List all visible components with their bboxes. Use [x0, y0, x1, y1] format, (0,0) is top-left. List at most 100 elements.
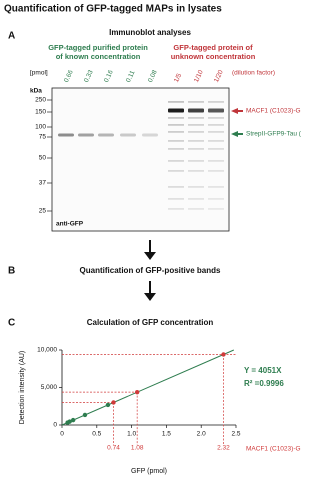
lane-label: 0.66: [63, 69, 75, 84]
target-label: StrepII-GFP9-Tau (0N 3R): [246, 131, 301, 138]
target-arrow: [231, 131, 243, 137]
band: [188, 140, 204, 142]
band: [168, 117, 184, 119]
band: [208, 148, 224, 150]
band: [78, 133, 94, 137]
y-tick-label: 0: [53, 422, 57, 429]
x-tick-label: 1.0: [127, 431, 136, 438]
y-tick-label: 10,000: [37, 347, 57, 354]
panel-letter: B: [8, 266, 15, 277]
lane-label: 0.08: [147, 69, 159, 84]
band: [208, 198, 224, 200]
band: [188, 186, 204, 188]
sample-x-label: 2.32: [217, 445, 230, 452]
band: [188, 170, 204, 172]
lane-label: 1/10: [193, 69, 205, 84]
panel-title: Calculation of GFP concentration: [87, 318, 214, 327]
data-point: [67, 419, 72, 424]
x-tick-label: 0.5: [92, 431, 101, 438]
data-point: [221, 352, 226, 357]
band: [188, 148, 204, 150]
x-tick-label: 2.0: [197, 431, 206, 438]
band: [168, 170, 184, 172]
data-point: [105, 402, 111, 408]
band: [188, 208, 204, 210]
band: [188, 117, 204, 119]
x-tick-label: 1.5: [162, 431, 171, 438]
data-point: [70, 417, 76, 423]
marker-label: 25: [39, 208, 47, 215]
kda-label: kDa: [30, 88, 42, 95]
band: [168, 186, 184, 188]
band: [208, 117, 224, 119]
band: [208, 160, 224, 162]
band: [168, 108, 184, 113]
band: [208, 208, 224, 210]
lane-label: 0.16: [103, 69, 115, 84]
band: [188, 160, 204, 162]
data-point: [111, 400, 116, 405]
band: [188, 101, 204, 103]
band: [168, 101, 184, 103]
band: [208, 170, 224, 172]
marker-label: 250: [35, 97, 46, 104]
band: [168, 208, 184, 210]
marker-label: 37: [39, 180, 47, 187]
panel-title: Quantification of GFP-positive bands: [80, 266, 221, 275]
band: [188, 198, 204, 200]
sample-x-label: 0.74: [107, 445, 120, 452]
unknown-label: GFP-tagged protein of: [173, 43, 253, 52]
x-axis-title: GFP (pmol): [131, 468, 167, 475]
band: [168, 148, 184, 150]
unit-label: [pmol]: [30, 70, 48, 77]
marker-label: 100: [35, 124, 46, 131]
lane-label: 1/5: [173, 72, 183, 83]
band: [98, 133, 114, 137]
marker-label: 75: [39, 134, 47, 141]
band: [208, 140, 224, 142]
panel-letter: C: [8, 318, 15, 329]
lane-label: 0.33: [83, 69, 95, 84]
band: [168, 131, 184, 133]
dilution-label: (dilution factor): [232, 70, 275, 77]
target-arrow: [231, 108, 243, 114]
lane-label: 1/20: [213, 69, 225, 84]
band: [58, 133, 74, 137]
data-point: [134, 389, 140, 395]
lane-label: 0.11: [125, 69, 137, 83]
y-tick-label: 5,000: [41, 384, 58, 391]
band: [142, 133, 158, 137]
known-label: of known concentration: [56, 52, 141, 61]
marker-label: 150: [35, 109, 46, 116]
x-tick-label: 2.5: [231, 431, 240, 438]
band: [188, 108, 204, 113]
equation: Y = 4051X: [244, 366, 282, 375]
band: [168, 140, 184, 142]
band: [168, 198, 184, 200]
target-label: MACF1 (C1023)-GFP: [246, 108, 301, 115]
band: [208, 131, 224, 133]
fit-line: [61, 349, 235, 426]
sample-name: MACF1 (C1023)-GFP: [246, 446, 301, 453]
y-axis-title: Detection intensity (AU): [19, 351, 26, 425]
data-point: [82, 412, 88, 418]
band: [208, 186, 224, 188]
band: [120, 133, 136, 137]
equation: R² =0.9996: [244, 379, 284, 388]
flow-arrow: [144, 240, 156, 301]
band: [168, 124, 184, 126]
sample-x-label: 1.08: [131, 445, 144, 452]
band: [168, 160, 184, 162]
band: [208, 124, 224, 126]
marker-label: 50: [39, 155, 47, 162]
band: [188, 131, 204, 133]
antibody-label: anti-GFP: [56, 221, 84, 228]
band: [208, 108, 224, 113]
panel-letter: A: [8, 31, 15, 42]
band: [188, 124, 204, 126]
unknown-label: unknown concentration: [171, 52, 256, 61]
x-tick-label: 0: [60, 431, 64, 438]
figure: Quantification of GFP-tagged MAPs in lys…: [4, 4, 301, 475]
panel-title: Immunoblot analyses: [109, 28, 191, 37]
known-label: GFP-tagged purified protein: [48, 43, 148, 52]
